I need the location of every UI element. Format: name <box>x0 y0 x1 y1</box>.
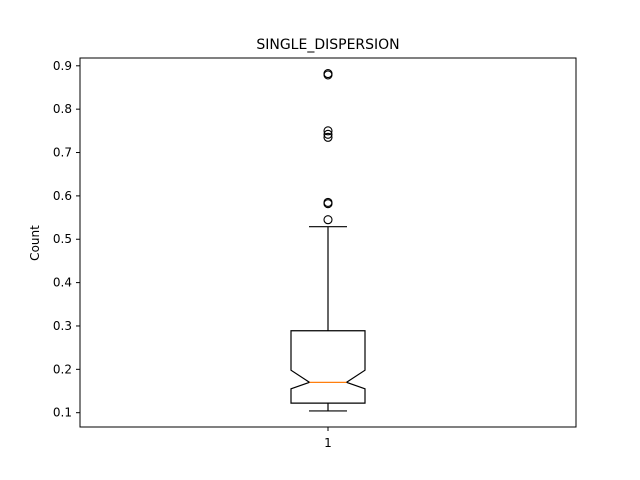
outlier-point <box>323 197 333 207</box>
y-tick-label: 0.4 <box>53 276 72 290</box>
y-tick-label: 0.1 <box>53 406 72 420</box>
outlier-point <box>323 126 333 136</box>
y-tick-label: 0.8 <box>53 102 72 116</box>
outlier-point <box>323 129 333 139</box>
y-tick-label: 0.6 <box>53 189 72 203</box>
y-tick-label: 0.7 <box>53 146 72 160</box>
box <box>290 330 366 404</box>
y-tick-label: 0.2 <box>53 362 72 376</box>
chart-title: SINGLE_DISPERSION <box>256 37 399 53</box>
outlier-point <box>323 215 333 225</box>
x-tick-label: 1 <box>324 436 332 450</box>
y-axis-label: Count <box>28 225 42 261</box>
x-axis: 1 <box>324 427 332 450</box>
y-tick-label: 0.5 <box>53 232 72 246</box>
outlier-series <box>323 69 333 225</box>
y-tick-label: 0.3 <box>53 319 72 333</box>
y-axis: 0.1 0.2 0.3 0.4 0.5 0.6 0.7 0.8 0.9 <box>53 59 80 420</box>
outlier-point <box>323 132 333 142</box>
box-series <box>290 226 366 412</box>
outlier-point <box>323 69 333 79</box>
y-tick-label: 0.9 <box>53 59 72 73</box>
